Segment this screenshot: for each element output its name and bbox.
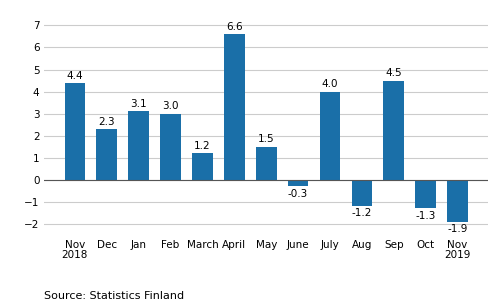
Bar (256, 147, 277, 180)
Bar (319, 92, 340, 180)
Bar (97, 129, 117, 180)
Text: 1.5: 1.5 (258, 134, 275, 144)
Text: 4.0: 4.0 (322, 79, 338, 89)
Text: 3.1: 3.1 (130, 99, 147, 109)
Bar (224, 34, 245, 180)
Text: Source: Statistics Finland: Source: Statistics Finland (44, 291, 184, 301)
Text: -1.9: -1.9 (447, 224, 468, 234)
Text: 4.5: 4.5 (386, 68, 402, 78)
Bar (160, 114, 181, 180)
Bar (288, 180, 309, 186)
Text: 4.4: 4.4 (67, 71, 83, 81)
Text: 3.0: 3.0 (162, 102, 179, 111)
Text: -1.3: -1.3 (416, 211, 436, 221)
Text: 1.2: 1.2 (194, 141, 211, 151)
Bar (384, 81, 404, 180)
Text: -0.3: -0.3 (288, 188, 308, 199)
Text: 6.6: 6.6 (226, 22, 243, 32)
Bar (447, 180, 468, 222)
Text: 2.3: 2.3 (99, 117, 115, 127)
Bar (128, 111, 149, 180)
Bar (192, 153, 213, 180)
Text: -1.2: -1.2 (352, 209, 372, 219)
Bar (65, 83, 85, 180)
Bar (352, 180, 372, 206)
Bar (415, 180, 436, 209)
